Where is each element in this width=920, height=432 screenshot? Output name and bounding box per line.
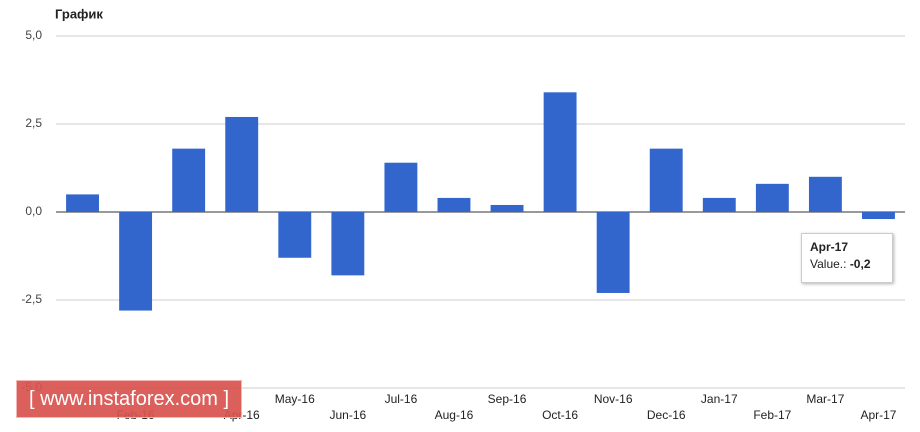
x-tick-label: May-16 — [275, 392, 315, 406]
x-tick-label: Dec-16 — [647, 408, 686, 422]
x-tick-label: Aug-16 — [435, 408, 474, 422]
bar — [596, 212, 630, 293]
x-tick-label: Jan-17 — [701, 392, 738, 406]
tooltip: Apr-17 Value.: -0,2 — [801, 233, 893, 283]
bar — [543, 92, 577, 212]
bar — [755, 183, 789, 212]
x-tick-label: Nov-16 — [594, 392, 633, 406]
x-tick-label: Sep-16 — [488, 392, 527, 406]
tooltip-label: Value.: — [810, 257, 847, 271]
bar — [331, 212, 365, 276]
bar — [490, 204, 524, 212]
bar — [384, 162, 418, 212]
bar — [808, 176, 842, 212]
bar — [649, 148, 683, 212]
tooltip-title: Apr-17 — [810, 240, 849, 254]
y-tick-label: 2,5 — [25, 116, 42, 130]
x-tick-label: Jun-16 — [329, 408, 366, 422]
bar — [172, 148, 206, 212]
y-tick-label: -2,5 — [21, 292, 42, 306]
x-tick-label: Jul-16 — [385, 392, 418, 406]
x-tick-label: Oct-16 — [542, 408, 578, 422]
y-tick-label: 0,0 — [25, 204, 42, 218]
bar — [862, 212, 895, 220]
bar — [119, 212, 153, 311]
x-tick-label: Apr-17 — [860, 408, 896, 422]
x-tick-label: Mar-17 — [806, 392, 844, 406]
tooltip-value: -0,2 — [849, 257, 871, 271]
bar — [437, 197, 471, 212]
bar — [702, 197, 736, 212]
bar — [278, 212, 312, 258]
bar — [66, 194, 99, 212]
y-tick-label: 5,0 — [25, 28, 42, 42]
chart-title: График — [55, 6, 103, 21]
bar — [225, 116, 259, 212]
x-tick-label: Feb-17 — [753, 408, 791, 422]
watermark: [ www.instaforex.com ] — [16, 380, 242, 418]
